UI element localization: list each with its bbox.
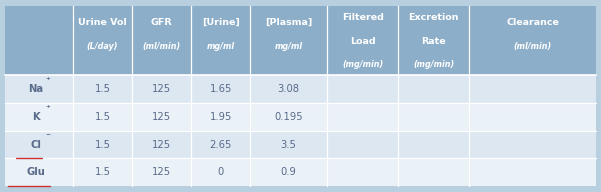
Text: GFR: GFR — [151, 18, 172, 27]
Text: Rate: Rate — [421, 37, 446, 46]
Text: Filtered: Filtered — [341, 13, 383, 22]
Text: +: + — [46, 104, 50, 109]
Text: Na: Na — [28, 84, 43, 94]
Text: (ml/min): (ml/min) — [514, 42, 552, 51]
Text: 3.08: 3.08 — [278, 84, 300, 94]
Text: (ml/min): (ml/min) — [142, 42, 180, 51]
Text: [Urine]: [Urine] — [202, 18, 240, 27]
Text: 0.195: 0.195 — [275, 112, 303, 122]
Text: [Plasma]: [Plasma] — [265, 18, 313, 27]
Text: (mg/min): (mg/min) — [413, 60, 454, 69]
Bar — [5, 131, 596, 158]
Text: 125: 125 — [152, 84, 171, 94]
Bar — [5, 158, 596, 186]
Text: 1.95: 1.95 — [210, 112, 232, 122]
Text: mg/ml: mg/ml — [275, 42, 303, 51]
Text: 0: 0 — [218, 167, 224, 177]
Text: Urine Vol: Urine Vol — [78, 18, 127, 27]
Text: 1.5: 1.5 — [94, 167, 111, 177]
Text: 1.5: 1.5 — [94, 84, 111, 94]
Text: 1.5: 1.5 — [94, 140, 111, 150]
Text: Cl: Cl — [31, 140, 41, 150]
Text: (mg/min): (mg/min) — [342, 60, 383, 69]
Text: 3.5: 3.5 — [281, 140, 297, 150]
Text: Clearance: Clearance — [506, 18, 559, 27]
Bar — [5, 75, 596, 103]
Text: +: + — [46, 76, 50, 81]
Text: 125: 125 — [152, 140, 171, 150]
Text: 1.65: 1.65 — [210, 84, 232, 94]
Text: 1.5: 1.5 — [94, 112, 111, 122]
Text: Excretion: Excretion — [408, 13, 459, 22]
Text: K: K — [32, 112, 40, 122]
Text: 0.9: 0.9 — [281, 167, 297, 177]
Text: 2.65: 2.65 — [210, 140, 232, 150]
Text: (L/day): (L/day) — [87, 42, 118, 51]
Text: mg/ml: mg/ml — [207, 42, 235, 51]
Text: Load: Load — [350, 37, 376, 46]
Bar — [5, 103, 596, 131]
Text: Glu: Glu — [26, 167, 45, 177]
Bar — [5, 6, 596, 75]
Text: 125: 125 — [152, 167, 171, 177]
Text: −: − — [46, 132, 50, 137]
Text: 125: 125 — [152, 112, 171, 122]
